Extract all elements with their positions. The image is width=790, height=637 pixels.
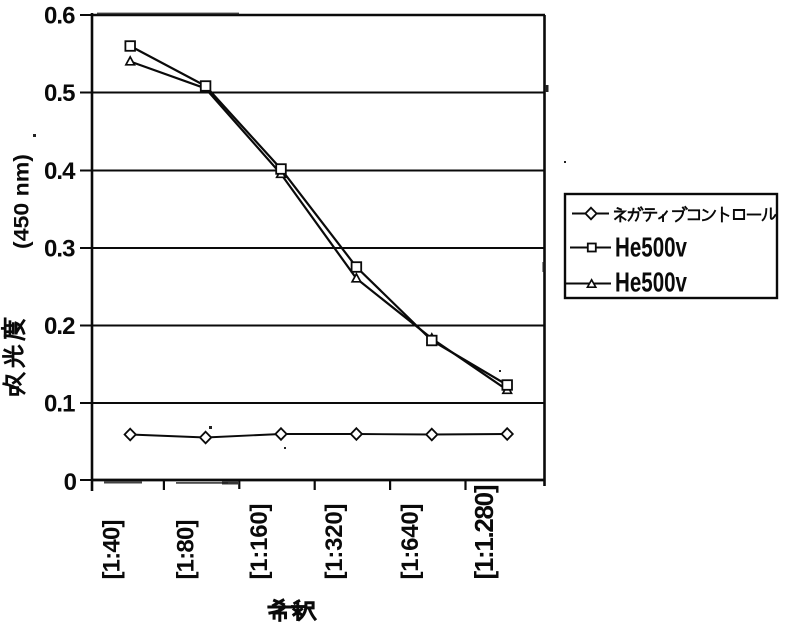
svg-text:He500v: He500v bbox=[615, 267, 687, 298]
svg-text:0.6: 0.6 bbox=[44, 3, 75, 30]
svg-text:0.2: 0.2 bbox=[44, 313, 75, 340]
svg-text:[1:80]: [1:80] bbox=[173, 520, 200, 580]
svg-text:0: 0 bbox=[64, 469, 77, 496]
svg-text:He500v: He500v bbox=[615, 232, 687, 263]
svg-text:0.3: 0.3 bbox=[44, 236, 75, 263]
svg-text:[1:640]: [1:640] bbox=[397, 504, 424, 580]
svg-text:[1:1.280]: [1:1.280] bbox=[469, 485, 499, 580]
svg-text:0.5: 0.5 bbox=[44, 80, 75, 107]
svg-text:0.1: 0.1 bbox=[44, 391, 75, 418]
svg-text:[1:40]: [1:40] bbox=[98, 520, 125, 580]
svg-text:[1:160]: [1:160] bbox=[246, 504, 273, 580]
svg-text:0.4: 0.4 bbox=[44, 158, 76, 185]
svg-text:(450 nm): (450 nm) bbox=[11, 154, 34, 249]
svg-text:[1:320]: [1:320] bbox=[321, 504, 348, 580]
